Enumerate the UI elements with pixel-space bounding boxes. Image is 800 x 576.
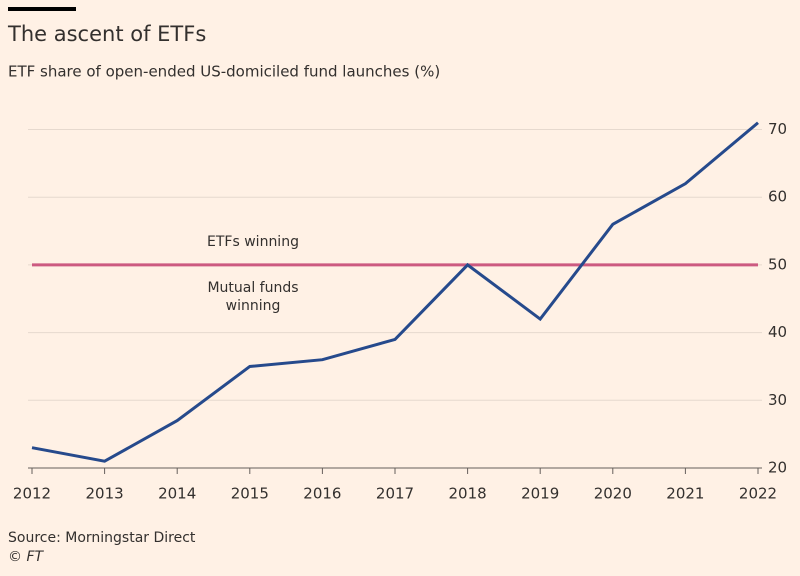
annotation-line: Mutual funds (207, 280, 298, 296)
annotation: ETFs winning (207, 234, 299, 250)
x-tick-label: 2016 (303, 485, 341, 503)
y-tick-label: 20 (768, 459, 787, 477)
credit: © FT (8, 549, 45, 565)
source: Source: Morningstar Direct (8, 530, 196, 546)
y-tick-label: 50 (768, 255, 787, 273)
x-tick-label: 2019 (521, 485, 559, 503)
title-bar (8, 7, 76, 11)
annotation-line: ETFs winning (207, 234, 299, 250)
chart-subtitle: ETF share of open-ended US-domiciled fun… (8, 63, 440, 81)
annotation: Mutual funds winning (207, 280, 298, 314)
y-tick-label: 60 (768, 188, 787, 206)
x-tick-label: 2017 (376, 485, 414, 503)
x-tick-label: 2022 (739, 485, 777, 503)
y-tick-label: 30 (768, 391, 787, 409)
x-tick-label: 2014 (158, 485, 196, 503)
x-tick-label: 2021 (666, 485, 704, 503)
x-tick-label: 2018 (449, 485, 487, 503)
y-tick-label: 40 (768, 323, 787, 341)
line-series (31, 121, 759, 463)
chart-title: The ascent of ETFs (7, 22, 206, 46)
x-tick-label: 2013 (86, 485, 124, 503)
x-tick-label: 2012 (13, 485, 51, 503)
x-tick-label: 2015 (231, 485, 269, 503)
x-tick-label: 2020 (594, 485, 632, 503)
y-tick-label: 70 (768, 120, 787, 138)
annotation-line: winning (226, 298, 281, 314)
